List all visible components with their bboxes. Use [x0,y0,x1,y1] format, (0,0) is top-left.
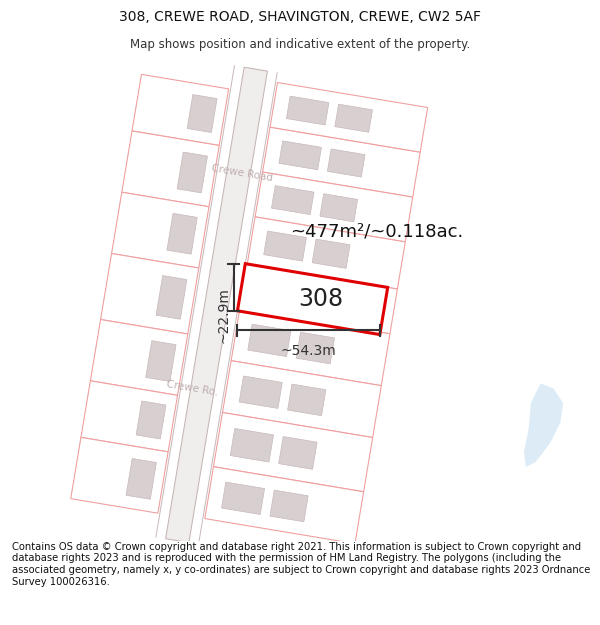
Polygon shape [279,141,322,170]
Polygon shape [132,74,229,146]
Polygon shape [335,104,373,132]
Polygon shape [71,438,168,513]
Polygon shape [256,278,299,306]
Polygon shape [156,276,187,319]
Polygon shape [270,82,428,152]
Text: 308: 308 [298,287,343,311]
Polygon shape [263,127,420,197]
Polygon shape [271,186,314,214]
Polygon shape [187,94,217,132]
Polygon shape [524,384,563,467]
Polygon shape [328,149,365,177]
Polygon shape [312,239,350,268]
Polygon shape [91,319,188,396]
Polygon shape [305,286,342,314]
Polygon shape [247,217,405,289]
Polygon shape [101,254,199,334]
Polygon shape [166,68,268,542]
Polygon shape [320,194,358,222]
Polygon shape [126,459,157,499]
Polygon shape [112,192,209,268]
Text: ~477m²/~0.118ac.: ~477m²/~0.118ac. [290,222,463,240]
Polygon shape [248,324,291,356]
Text: Crewe Road: Crewe Road [211,164,274,184]
Polygon shape [270,490,308,522]
Polygon shape [278,436,317,469]
Polygon shape [205,467,364,544]
Polygon shape [167,213,197,254]
Text: Contains OS data © Crown copyright and database right 2021. This information is : Contains OS data © Crown copyright and d… [12,542,590,587]
Polygon shape [287,384,326,416]
Polygon shape [81,381,178,452]
Polygon shape [146,341,176,381]
Polygon shape [286,96,329,125]
Polygon shape [177,152,208,193]
Polygon shape [221,482,265,514]
Polygon shape [264,231,307,261]
Polygon shape [223,361,381,438]
Polygon shape [255,172,413,242]
Text: Crewe Ro.: Crewe Ro. [166,379,219,398]
Polygon shape [230,429,274,462]
Polygon shape [238,264,388,334]
Text: ~54.3m: ~54.3m [281,344,337,358]
Polygon shape [122,131,219,207]
Polygon shape [296,332,334,364]
Polygon shape [239,376,282,408]
Text: Map shows position and indicative extent of the property.: Map shows position and indicative extent… [130,38,470,51]
Polygon shape [136,401,166,439]
Text: ~22.9m: ~22.9m [217,288,230,343]
Text: 308, CREWE ROAD, SHAVINGTON, CREWE, CW2 5AF: 308, CREWE ROAD, SHAVINGTON, CREWE, CW2 … [119,9,481,24]
Polygon shape [240,264,397,334]
Polygon shape [231,309,390,386]
Polygon shape [214,412,373,492]
